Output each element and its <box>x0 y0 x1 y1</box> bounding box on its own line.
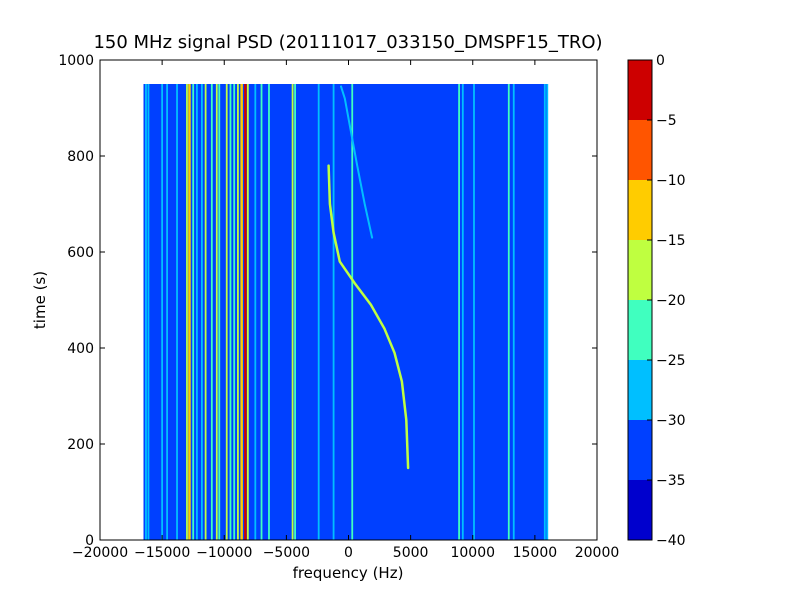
y-tick-label: 400 <box>67 341 94 357</box>
vertical-signal-line <box>268 84 270 540</box>
vertical-signal-line <box>351 84 354 540</box>
y-axis: 0 200 400 600 800 1000 <box>58 53 597 549</box>
vertical-signal-line <box>176 84 178 540</box>
plot-area <box>99 59 598 541</box>
vertical-signal-line <box>145 84 147 540</box>
colorbar-segment <box>628 120 652 180</box>
vertical-signal-line <box>204 84 207 540</box>
colorbar-segment <box>628 60 652 120</box>
vertical-signal-line <box>215 84 218 540</box>
colorbar-segment <box>628 180 652 240</box>
vertical-signal-line <box>147 84 150 540</box>
colorbar-tick-label: −10 <box>656 173 686 189</box>
vertical-signal-line <box>237 84 239 540</box>
vertical-signal-line <box>229 84 232 540</box>
colorbar-tick-label: 0 <box>656 53 665 69</box>
colorbar-tick-label: −5 <box>656 113 677 129</box>
vertical-signal-line <box>210 84 213 540</box>
vertical-signal-line <box>166 84 168 540</box>
vertical-signal-line <box>291 84 294 540</box>
vertical-signal-line <box>461 84 464 540</box>
vertical-signal-line <box>192 84 195 540</box>
colorbar-tick-label: −40 <box>656 533 686 549</box>
vertical-signal-line <box>254 84 257 540</box>
y-tick-label: 0 <box>85 533 94 549</box>
colorbar: −40 −35 −30 −25 −20 −15 −10 −5 0 <box>627 53 686 549</box>
vertical-signal-line <box>240 84 243 540</box>
colorbar-segment <box>628 300 652 360</box>
x-tick-label: −5000 <box>263 545 310 561</box>
y-tick-label: 1000 <box>58 53 94 69</box>
vertical-signal-line <box>218 84 221 540</box>
vertical-signal-line <box>161 84 164 540</box>
doppler-trace <box>327 164 410 470</box>
vertical-signal-line <box>196 84 198 540</box>
vertical-signal-line <box>546 84 549 540</box>
x-tick-label: 0 <box>344 545 353 561</box>
vertical-signal-line <box>244 84 247 540</box>
colorbar-tick-label: −15 <box>656 233 686 249</box>
colorbar-tick-label: −20 <box>656 293 686 309</box>
vertical-signal-line <box>507 84 510 540</box>
x-tick-label: −10000 <box>196 545 252 561</box>
y-tick-label: 200 <box>67 437 94 453</box>
vertical-signal-line <box>473 84 475 540</box>
colorbar-segment <box>628 480 652 540</box>
vertical-signal-line <box>317 84 320 540</box>
x-tick-label: −15000 <box>134 545 190 561</box>
x-tick-label: 5000 <box>393 545 429 561</box>
x-axis: −20000 −15000 −10000 −5000 0 5000 10000 15000 20… <box>72 60 619 561</box>
vertical-signal-line <box>512 84 515 540</box>
chart-title: 150 MHz signal PSD (20111017_033150_DMSP… <box>93 32 602 53</box>
vertical-signal-line <box>294 84 296 540</box>
vertical-signal-line <box>200 84 203 540</box>
colorbar-tick-label: −25 <box>656 353 686 369</box>
vertical-signal-line <box>188 84 191 540</box>
vertical-signal-line <box>233 84 236 540</box>
vertical-signal-line <box>225 84 228 540</box>
vertical-signal-line <box>543 84 546 540</box>
x-tick-label: −20000 <box>72 545 128 561</box>
vertical-signal-line <box>246 84 249 540</box>
vertical-signal-line <box>332 84 335 540</box>
colorbar-tick-label: −35 <box>656 473 686 489</box>
y-axis-label: time (s) <box>31 271 49 329</box>
y-tick-label: 800 <box>67 149 94 165</box>
colorbar-tick-label: −30 <box>656 413 686 429</box>
colorbar-segment <box>628 420 652 480</box>
x-axis-label: frequency (Hz) <box>293 564 404 582</box>
colorbar-segment <box>628 360 652 420</box>
vertical-signal-line <box>186 84 188 540</box>
secondary-doppler-trace <box>340 85 374 239</box>
y-tick-label: 600 <box>67 245 94 261</box>
colorbar-segment <box>628 240 652 300</box>
vertical-signal-line <box>260 84 263 540</box>
x-tick-label: 15000 <box>513 545 558 561</box>
heatmap <box>143 84 549 540</box>
vertical-signal-line <box>458 84 460 540</box>
x-tick-label: 20000 <box>575 545 620 561</box>
x-tick-label: 10000 <box>450 545 495 561</box>
heatmap-background <box>143 84 548 540</box>
